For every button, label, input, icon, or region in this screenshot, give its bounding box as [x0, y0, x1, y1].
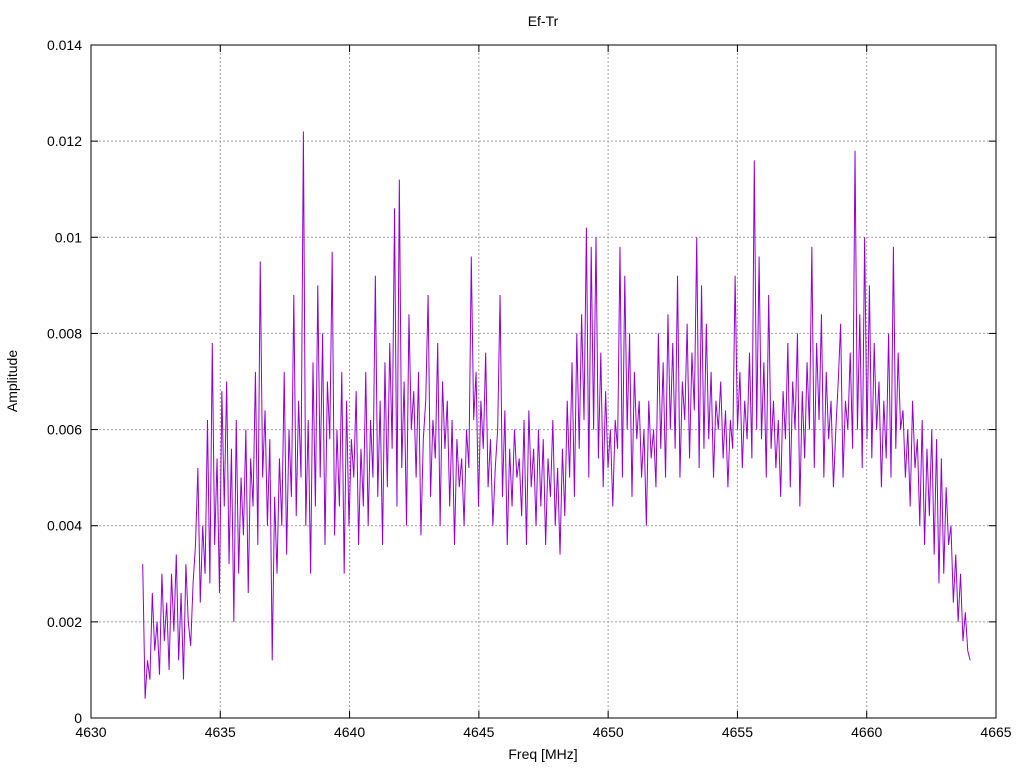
y-tick-label: 0.006	[47, 422, 82, 438]
y-tick-label: 0	[74, 710, 82, 726]
y-tick-label: 0.008	[47, 325, 82, 341]
chart-title: Ef-Tr	[528, 13, 559, 29]
x-tick-label: 4630	[75, 724, 106, 740]
y-axis-label: Amplitude	[4, 350, 20, 412]
y-tick-label: 0.01	[55, 229, 82, 245]
series-line-0	[142, 131, 971, 699]
x-tick-label: 4660	[851, 724, 882, 740]
x-tick-label: 4650	[593, 724, 624, 740]
series-layer	[142, 131, 971, 699]
y-tick-label: 0.014	[47, 37, 82, 53]
plot-frame	[90, 44, 997, 719]
x-tick-label: 4645	[463, 724, 494, 740]
x-axis-label: Freq [MHz]	[508, 746, 577, 762]
x-tick-label: 4665	[980, 724, 1011, 740]
x-tick-label: 4635	[205, 724, 236, 740]
x-tick-label: 4640	[334, 724, 365, 740]
y-tick-label: 0.012	[47, 133, 82, 149]
tick-layer: 4630 4635 4640 4645 4650 4655 4660 4665 0 0.002 0.…	[47, 37, 1012, 740]
y-tick-label: 0.002	[47, 614, 82, 630]
x-tick-label: 4655	[722, 724, 753, 740]
y-tick-label: 0.004	[47, 518, 82, 534]
